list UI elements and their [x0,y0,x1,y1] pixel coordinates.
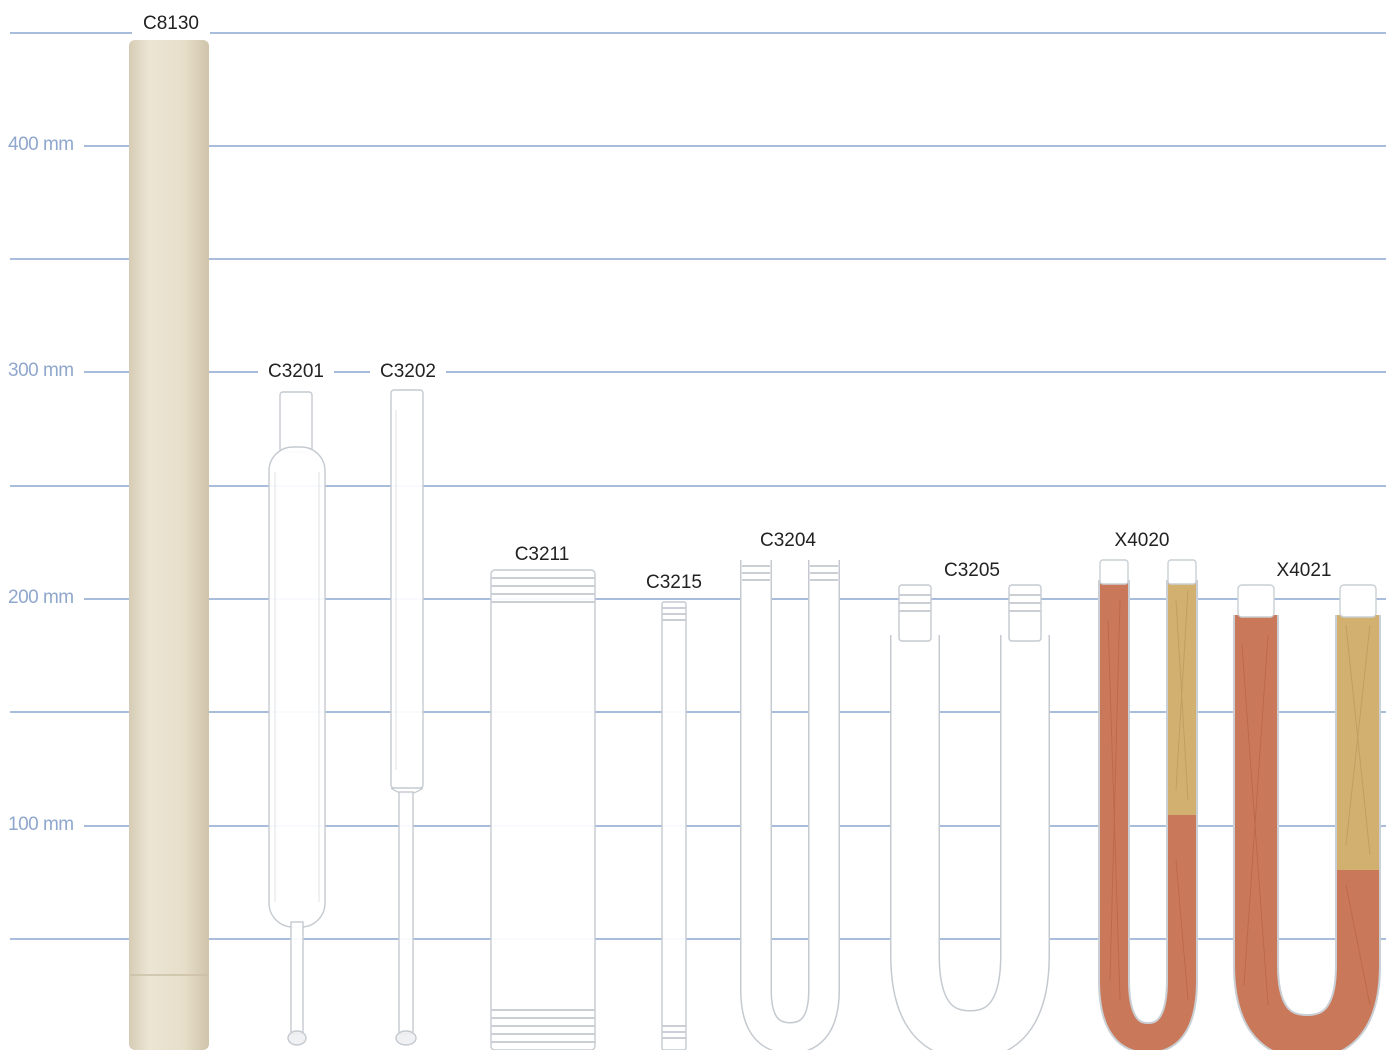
label-c3205: C3205 [934,560,1010,582]
scale-label-100mm: 100 mm [8,814,84,836]
gridline [10,938,1386,940]
scale-label-200mm: 200 mm [8,587,84,609]
c3204-u-tube-image [740,560,840,1050]
gridline [10,598,1386,600]
c3211-glass-tube-image [490,569,596,1050]
gridline [10,825,1386,827]
c8130-ceramic-tube-image [129,40,209,1050]
scale-label-400mm: 400 mm [8,134,84,156]
x4020-filled-u-tube-image [1098,559,1198,1050]
c3205-u-tube-image [890,584,1050,1050]
scale-label-300mm: 300 mm [8,360,84,382]
label-c3202: C3202 [370,361,446,383]
label-c3211: C3211 [504,544,580,566]
label-x4021: X4021 [1266,560,1342,582]
c3215-glass-tube-image [661,601,687,1050]
c3202-glass-tube-image [390,389,424,1046]
label-c3204: C3204 [750,530,826,552]
c3201-glass-tube-image [268,391,326,1046]
label-x4020: X4020 [1104,530,1180,552]
gridline [10,145,1386,147]
gridline [10,258,1386,260]
x4021-filled-u-tube-image [1233,584,1381,1050]
gridline [10,371,1386,373]
gridline [10,711,1386,713]
label-c3201: C3201 [258,361,334,383]
gridline [10,32,1386,34]
label-c8130: C8130 [132,13,210,35]
gridline [10,485,1386,487]
label-c3215: C3215 [636,572,712,594]
